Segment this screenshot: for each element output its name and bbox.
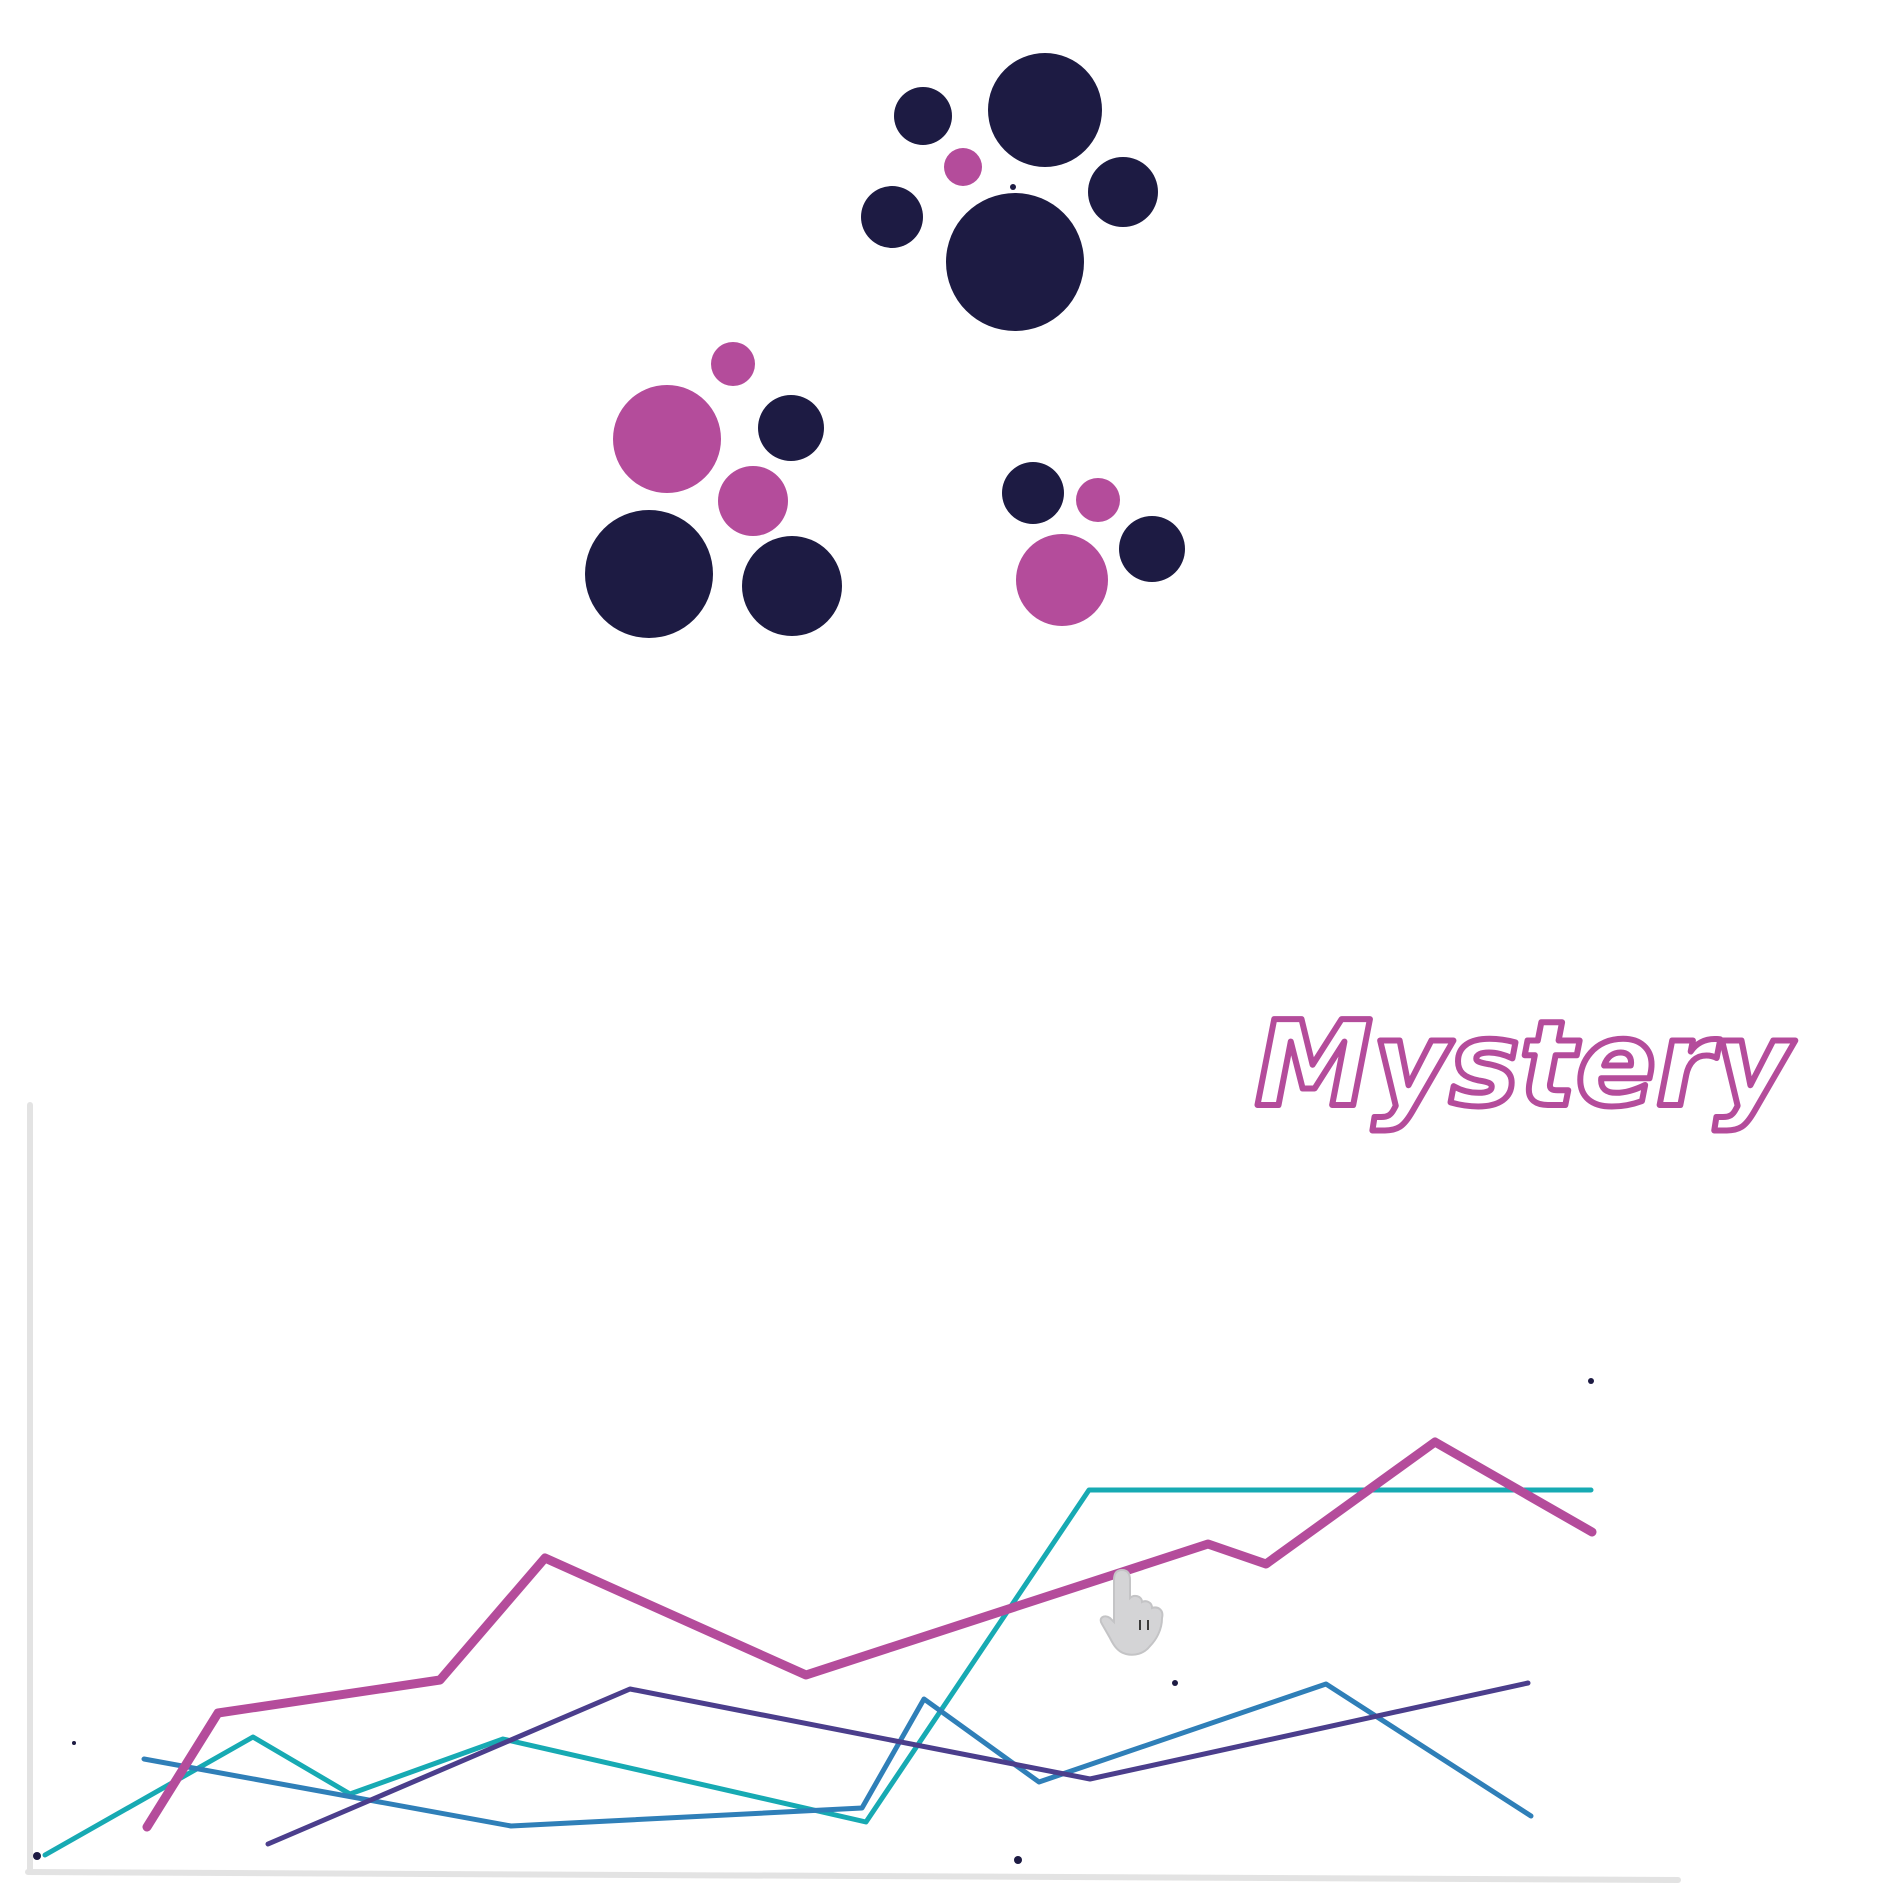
indigo-stroke (265, 1680, 1531, 1847)
dot-cluster-left (585, 342, 842, 638)
dot (711, 342, 755, 386)
dot-cluster-top (861, 53, 1158, 331)
ink-speck (1172, 1680, 1178, 1686)
ink-speck (1588, 1378, 1594, 1384)
ink-speck (72, 1741, 76, 1745)
dot (946, 193, 1084, 331)
ink-speck (33, 1852, 41, 1860)
line-strokes (42, 1437, 1597, 1858)
dot (742, 536, 842, 636)
dot (988, 53, 1102, 167)
dot (718, 466, 788, 536)
dot (1002, 462, 1064, 524)
dot (1010, 184, 1016, 190)
dot (894, 87, 952, 145)
dot (1076, 478, 1120, 522)
dot (1088, 157, 1158, 227)
magenta-stroke (142, 1437, 1597, 1832)
dot (758, 395, 824, 461)
teal-stroke (42, 1487, 1594, 1858)
blue-stroke (141, 1681, 1534, 1829)
ink-specks (33, 1378, 1594, 1864)
dot-cluster-right (1002, 462, 1185, 626)
x-axis-line (25, 1869, 1681, 1883)
dot (1016, 534, 1108, 626)
axes (25, 1102, 1681, 1883)
dot (613, 385, 721, 493)
hand-cursor-icon (1099, 1568, 1164, 1656)
dot (861, 186, 923, 248)
dot (1119, 516, 1185, 582)
handwritten-title: Mystery (1255, 995, 1796, 1133)
dot (944, 148, 982, 186)
ink-speck (1014, 1856, 1022, 1864)
dot (585, 510, 713, 638)
